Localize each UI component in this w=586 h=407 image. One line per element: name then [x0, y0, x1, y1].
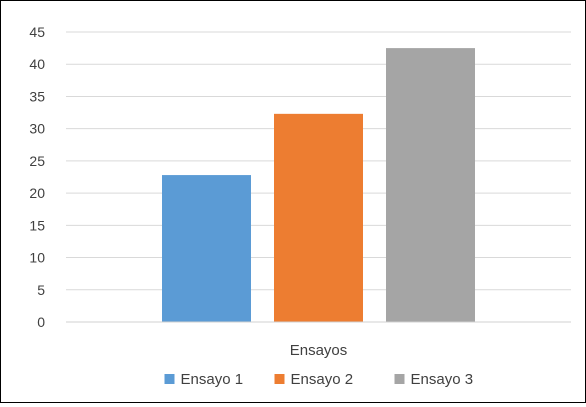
y-tick-label: 35: [29, 88, 45, 104]
legend-swatch: [394, 374, 405, 384]
legend-item-ensayo-2: Ensayo 2: [274, 371, 354, 388]
bar-ensayo-3: [386, 48, 475, 322]
legend-item-ensayo-1: Ensayo 1: [164, 371, 244, 388]
legend-label: Ensayo 1: [181, 371, 244, 388]
x-category-label: Ensayos: [290, 342, 348, 359]
bar-ensayo-2: [274, 113, 363, 322]
y-tick-label: 0: [37, 314, 45, 330]
legend: Ensayo 1 Ensayo 2 Ensayo 3: [164, 371, 474, 388]
y-tick-label: 30: [29, 121, 45, 137]
y-axis-ticks: 0 5 10 15 20 25 30 35 40 45: [29, 24, 45, 330]
y-tick-label: 20: [29, 185, 45, 201]
legend-swatch: [164, 374, 175, 384]
y-tick-label: 15: [29, 217, 45, 233]
y-tick-label: 45: [29, 24, 45, 40]
y-tick-label: 5: [37, 282, 45, 298]
y-tick-label: 25: [29, 153, 45, 169]
bars: [162, 48, 475, 322]
x-axis-categories: Ensayos: [290, 342, 348, 359]
y-tick-label: 10: [29, 250, 45, 266]
legend-label: Ensayo 2: [291, 371, 354, 388]
legend-swatch: [274, 374, 285, 384]
bar-ensayo-1: [162, 175, 251, 322]
legend-label: Ensayo 3: [411, 371, 474, 388]
y-tick-label: 40: [29, 56, 45, 72]
legend-item-ensayo-3: Ensayo 3: [394, 371, 474, 388]
